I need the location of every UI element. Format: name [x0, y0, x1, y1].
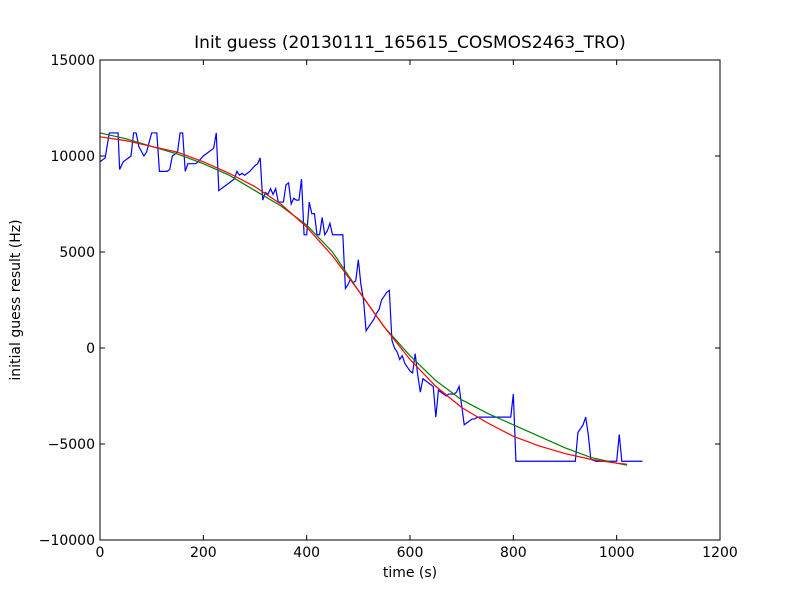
- chart-title: Init guess (20130111_165615_COSMOS2463_T…: [194, 33, 626, 53]
- y-axis-label: initial guess result (Hz): [8, 219, 24, 380]
- x-tick-label-0: 0: [96, 545, 105, 561]
- x-tick-label-3: 600: [397, 545, 424, 561]
- y-tick-label-4: 10000: [50, 149, 95, 165]
- x-axis-label: time (s): [383, 565, 437, 581]
- x-tick-label-1: 200: [190, 545, 217, 561]
- y-tick-label-2: 0: [86, 341, 95, 357]
- y-tick-label-0: −10000: [39, 533, 95, 549]
- series-line-2: [99, 136, 628, 465]
- series-layer: [99, 132, 643, 466]
- y-tick-label-1: −5000: [48, 437, 95, 453]
- x-tick-label-6: 1200: [702, 545, 738, 561]
- x-tick-label-4: 800: [500, 545, 527, 561]
- ticks-layer: 0 200 400 600 800 1000 1200 −10000 −5000 0 5000 100…: [39, 53, 738, 561]
- x-tick-label-5: 1000: [599, 545, 635, 561]
- x-tick-label-2: 400: [293, 545, 320, 561]
- y-tick-label-3: 5000: [59, 245, 95, 261]
- y-tick-label-5: 15000: [50, 53, 95, 69]
